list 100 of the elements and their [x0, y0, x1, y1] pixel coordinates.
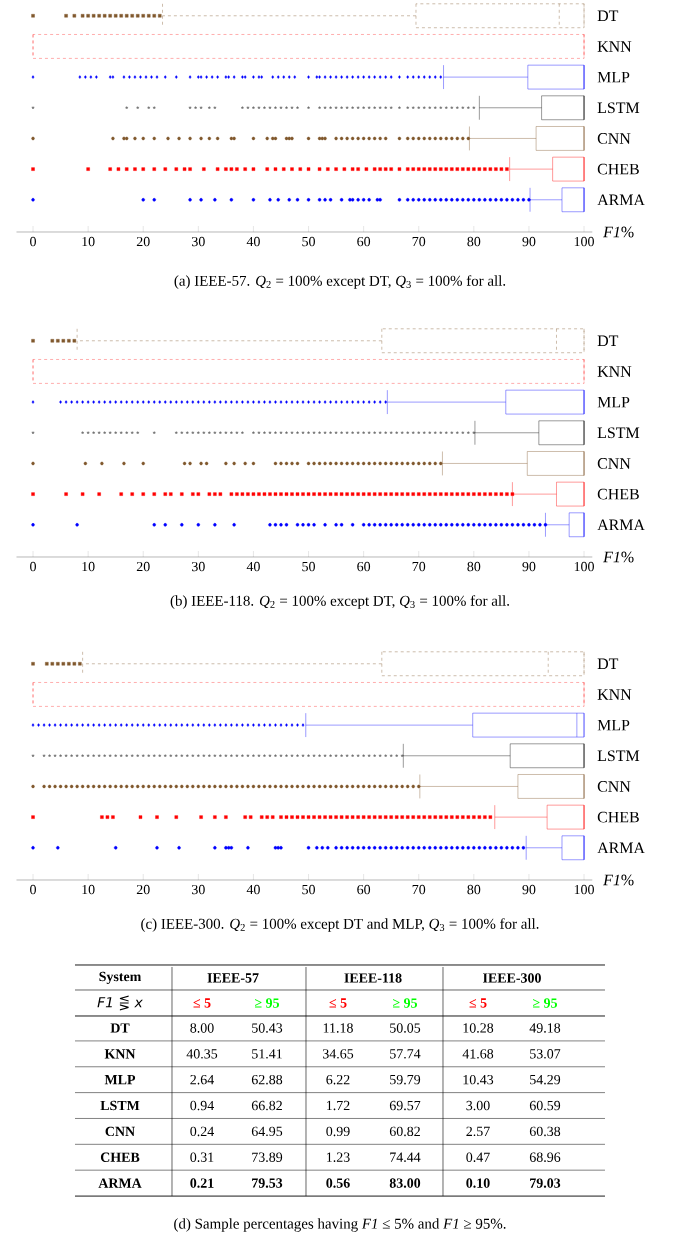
text: CNN	[105, 1126, 135, 1137]
x-tick-label: 20	[136, 236, 150, 247]
x-tick-label: 0	[30, 561, 36, 572]
x-tick-label: 70	[412, 236, 426, 247]
x-tick-label: 40	[246, 884, 260, 895]
text: 0.31	[190, 1152, 214, 1162]
text: (d) Sample percentages having F1 ≤ 5% and F1 ≥ 95%.	[174, 1218, 506, 1232]
y-tick-label: LSTM	[597, 750, 640, 762]
y-tick-label: CNN	[597, 133, 631, 144]
text: MLP	[104, 1075, 136, 1085]
text: 68.96	[529, 1152, 561, 1162]
x-tick-label: 10	[82, 236, 95, 247]
x-tick-label: 60	[357, 236, 371, 247]
x-axis-title: F1%	[603, 226, 634, 238]
x-tick-label: 70	[412, 561, 426, 572]
y-tick-label: CHEB	[597, 163, 639, 175]
text: 41.68	[462, 1049, 494, 1059]
text: 60.82	[389, 1126, 420, 1137]
text: 53.07	[530, 1049, 561, 1059]
y-tick-label: LSTM	[597, 427, 640, 439]
text: 2.64	[190, 1074, 214, 1085]
text: ≥ 95	[393, 998, 418, 1008]
text: KNN	[104, 1049, 136, 1059]
text: 50.05	[390, 1023, 421, 1033]
y-tick-label: ARMA	[597, 519, 645, 531]
x-tick-label: 30	[192, 236, 205, 247]
y-tick-label: ARMA	[597, 194, 645, 206]
x-tick-label: 10	[82, 561, 95, 572]
text: 3.00	[466, 1100, 490, 1111]
x-tick-label: 30	[192, 561, 205, 572]
text: F1 ⋚ x	[97, 995, 143, 1011]
text: 8.00	[190, 1023, 214, 1033]
x-tick-label: 0	[30, 236, 36, 247]
text: 0.24	[190, 1126, 214, 1137]
x-tick-label: 50	[302, 236, 315, 247]
y-tick-label: DT	[597, 658, 619, 669]
text: (a) IEEE-57. Q$_{2}$ = 100% except DT, Q$_{3}$ = 100% for all.	[174, 275, 506, 289]
x-tick-label: 50	[302, 561, 315, 572]
text: 0.47	[466, 1152, 490, 1162]
x-tick-label: 80	[467, 236, 481, 247]
text: 69.57	[389, 1100, 421, 1111]
text: 66.82	[251, 1100, 282, 1111]
y-tick-label: DT	[597, 10, 619, 21]
x-tick-label: 80	[467, 561, 481, 572]
text: 62.88	[251, 1074, 283, 1085]
text: 74.44	[390, 1152, 421, 1162]
text: 51.41	[252, 1049, 282, 1059]
text: IEEE-57	[207, 973, 259, 983]
y-tick-label: KNN	[597, 366, 632, 377]
text: IEEE-300	[483, 973, 541, 983]
text: 0.10	[466, 1178, 490, 1188]
text: 60.38	[529, 1126, 561, 1137]
text: 34.65	[322, 1049, 354, 1059]
y-tick-label: DT	[597, 335, 619, 346]
text: 73.89	[252, 1152, 283, 1162]
y-tick-label: MLP	[597, 396, 630, 408]
text: 79.53	[252, 1178, 283, 1188]
x-tick-label: 90	[522, 236, 536, 247]
text: ≤ 5	[469, 998, 487, 1008]
y-tick-label: CHEB	[597, 488, 639, 500]
text: 57.74	[390, 1049, 421, 1059]
x-tick-label: 100	[574, 884, 594, 895]
text: 64.95	[251, 1126, 283, 1137]
text: 0.21	[190, 1178, 214, 1188]
text: 83.00	[389, 1178, 421, 1188]
text: 1.23	[327, 1152, 350, 1162]
y-tick-label: MLP	[597, 71, 630, 83]
text: ≥ 95	[255, 998, 280, 1008]
y-tick-label: KNN	[597, 689, 632, 700]
x-axis-title: F1%	[603, 551, 634, 563]
text: 79.03	[530, 1178, 561, 1188]
text: ≤ 5	[329, 998, 347, 1008]
text: 6.22	[326, 1074, 350, 1085]
x-tick-label: 20	[136, 884, 150, 895]
text: 59.79	[390, 1074, 421, 1085]
x-tick-label: 100	[574, 561, 594, 572]
text: 1.72	[327, 1100, 350, 1111]
text: 11.18	[323, 1023, 353, 1033]
text: ARMA	[98, 1178, 142, 1188]
y-tick-label: CNN	[597, 458, 631, 469]
y-tick-label: LSTM	[597, 102, 640, 114]
text: 10.43	[463, 1074, 494, 1085]
y-tick-label: KNN	[597, 41, 632, 52]
text: 54.29	[530, 1074, 561, 1085]
x-tick-label: 20	[136, 561, 150, 572]
x-tick-label: 40	[246, 236, 260, 247]
y-tick-label: CNN	[597, 781, 631, 792]
text: 10.28	[463, 1023, 494, 1033]
x-tick-label: 30	[192, 884, 205, 895]
x-tick-label: 50	[302, 884, 315, 895]
x-tick-label: 0	[30, 884, 36, 895]
x-tick-label: 90	[522, 561, 536, 572]
text: 60.59	[529, 1100, 561, 1111]
text: IEEE-118	[344, 973, 402, 983]
text: 0.99	[326, 1126, 350, 1137]
y-tick-label: CHEB	[597, 811, 639, 823]
y-tick-label: MLP	[597, 719, 630, 731]
x-tick-label: 80	[467, 884, 481, 895]
x-tick-label: 70	[412, 884, 426, 895]
text: DT	[110, 1023, 130, 1033]
